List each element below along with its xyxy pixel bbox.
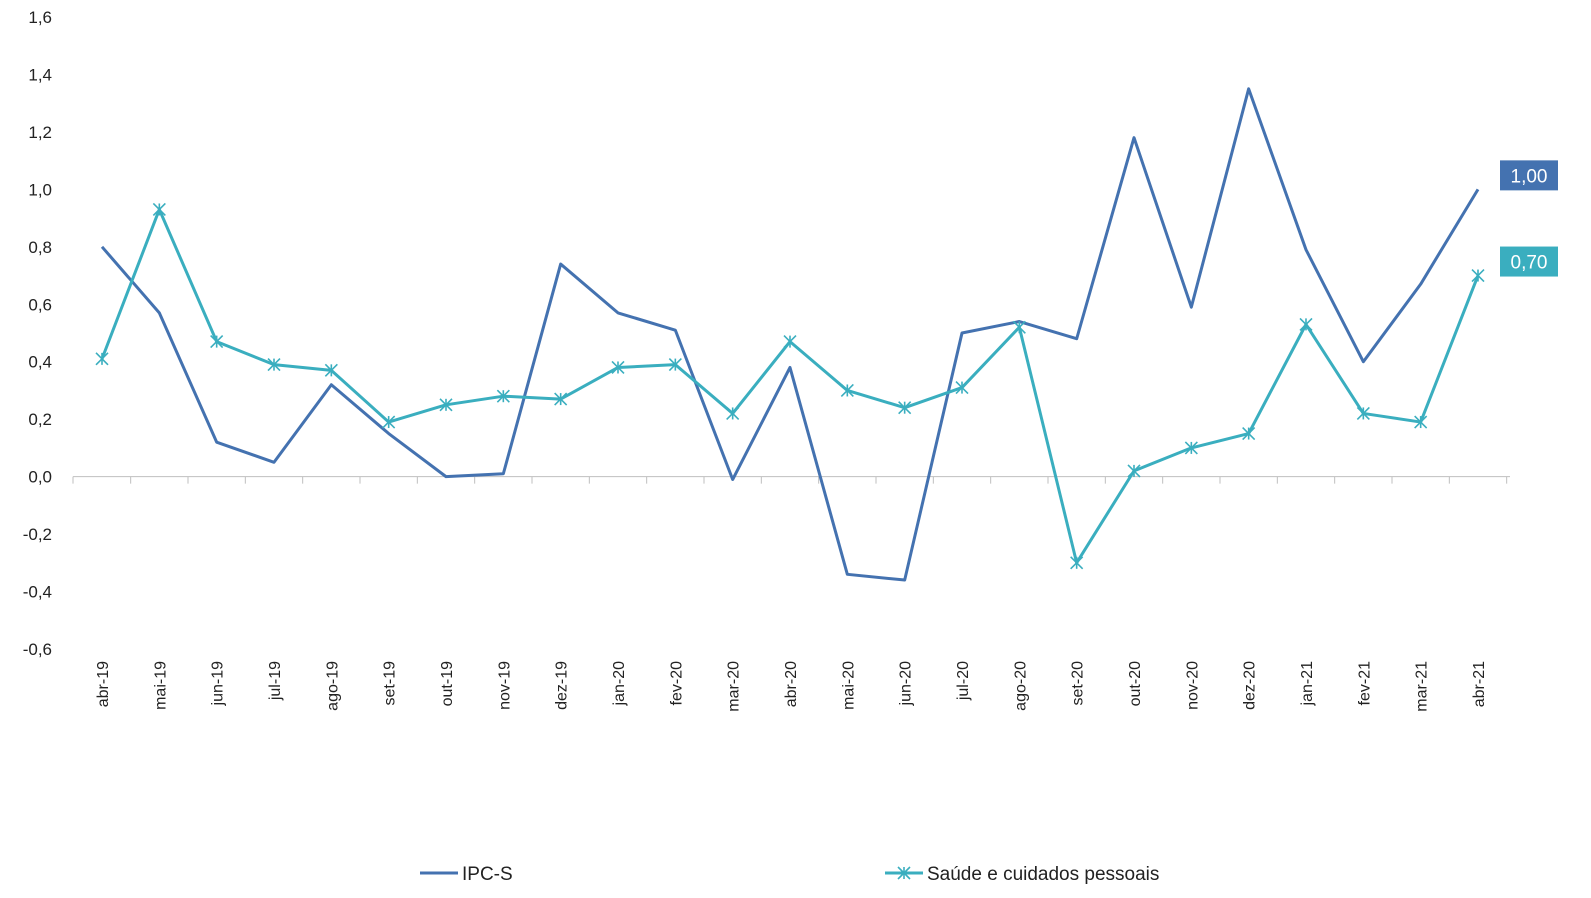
x-tick-label: abr-19 xyxy=(95,661,112,707)
end-labels: 1,00 0,70 xyxy=(1500,160,1558,277)
x-tick-label: jul-19 xyxy=(267,661,284,701)
x-tick-label: nov-19 xyxy=(496,661,513,710)
data-point xyxy=(783,335,797,349)
data-point xyxy=(210,335,224,349)
data-point xyxy=(1127,464,1141,478)
x-tick-label: set-19 xyxy=(382,661,399,706)
y-tick-label: 1,2 xyxy=(28,123,52,142)
y-tick-label: 0,2 xyxy=(28,410,52,429)
series-line xyxy=(100,87,1480,582)
data-point xyxy=(611,360,625,375)
data-point xyxy=(1070,556,1084,570)
x-tick-label: fev-21 xyxy=(1356,661,1373,706)
legend: IPC-S Saúde e cuidados pessoais xyxy=(420,864,1159,885)
data-point xyxy=(1012,320,1026,334)
x-tick-label: mai-19 xyxy=(152,661,169,710)
y-tick-label: 1,6 xyxy=(28,8,52,27)
x-tick-label: mar-20 xyxy=(726,661,743,712)
legend-label: IPC-S xyxy=(462,864,513,885)
data-point xyxy=(840,383,854,398)
x-tick-label: abr-21 xyxy=(1471,661,1488,707)
x-tick-label: dez-20 xyxy=(1242,661,1259,710)
data-point xyxy=(1184,441,1198,455)
x-tick-label: mar-21 xyxy=(1414,661,1431,712)
data-point xyxy=(1471,268,1485,283)
data-point xyxy=(1299,317,1313,331)
y-tick-label: -0,6 xyxy=(23,640,52,659)
svg-text:0,70: 0,70 xyxy=(1511,253,1548,274)
x-tick-label: out-19 xyxy=(439,661,456,706)
y-tick-label: 0,0 xyxy=(28,468,52,487)
data-point xyxy=(668,358,682,372)
x-tick-label: set-20 xyxy=(1070,661,1087,706)
data-point xyxy=(554,392,568,406)
y-tick-label: -0,2 xyxy=(23,525,52,544)
x-tick-label: nov-20 xyxy=(1184,661,1201,710)
x-tick-label: ago-20 xyxy=(1012,661,1029,711)
y-tick-label: 0,4 xyxy=(28,353,52,372)
data-point xyxy=(152,202,166,217)
x-tick-label: mai-20 xyxy=(840,661,857,710)
data-point xyxy=(955,381,969,395)
x-tick-label: jul-20 xyxy=(955,661,972,701)
data-point xyxy=(439,398,453,412)
x-tick-label: jan-21 xyxy=(1299,661,1316,707)
y-axis: -0,6 -0,4 -0,2 0,0 0,2 0,4 0,6 0,8 1,0 1,2 1,4 1,6 xyxy=(23,8,52,659)
x-tick-label: dez-19 xyxy=(554,661,571,710)
data-point xyxy=(95,352,109,366)
x-axis: abr-19 mai-19 jun-19 jul-19 ago-19 set-19 out-… xyxy=(72,476,1508,712)
x-tick-label: abr-20 xyxy=(783,661,800,707)
svg-text:1,00: 1,00 xyxy=(1511,166,1548,187)
y-tick-label: 1,0 xyxy=(28,180,52,199)
data-point xyxy=(726,406,740,421)
y-tick-label: 1,4 xyxy=(28,65,52,84)
legend-item: Saúde e cuidados pessoais xyxy=(885,864,1159,885)
y-tick-label: -0,4 xyxy=(23,583,52,602)
x-tick-label: jan-20 xyxy=(611,661,628,707)
data-point xyxy=(496,389,510,403)
x-tick-label: fev-20 xyxy=(668,661,685,706)
data-point xyxy=(898,401,912,415)
y-tick-label: 0,8 xyxy=(28,238,52,257)
x-tick-label: jun-20 xyxy=(898,661,915,707)
x-tick-label: out-20 xyxy=(1127,661,1144,706)
data-point xyxy=(324,363,338,377)
legend-label: Saúde e cuidados pessoais xyxy=(927,864,1159,885)
end-value-label: 0,70 xyxy=(1500,246,1558,277)
data-point xyxy=(382,415,396,429)
series-layer xyxy=(95,87,1485,582)
legend-item: IPC-S xyxy=(420,864,513,885)
data-point xyxy=(1356,406,1370,421)
end-value-label: 1,00 xyxy=(1500,160,1558,191)
series-line xyxy=(100,207,1480,565)
x-tick-label: ago-19 xyxy=(324,661,341,711)
data-point xyxy=(1242,426,1256,441)
y-tick-label: 0,6 xyxy=(28,295,52,314)
x-tick-label: jun-19 xyxy=(210,661,227,707)
data-point xyxy=(1414,415,1428,429)
legend-marker xyxy=(897,866,911,880)
data-point xyxy=(267,358,281,372)
